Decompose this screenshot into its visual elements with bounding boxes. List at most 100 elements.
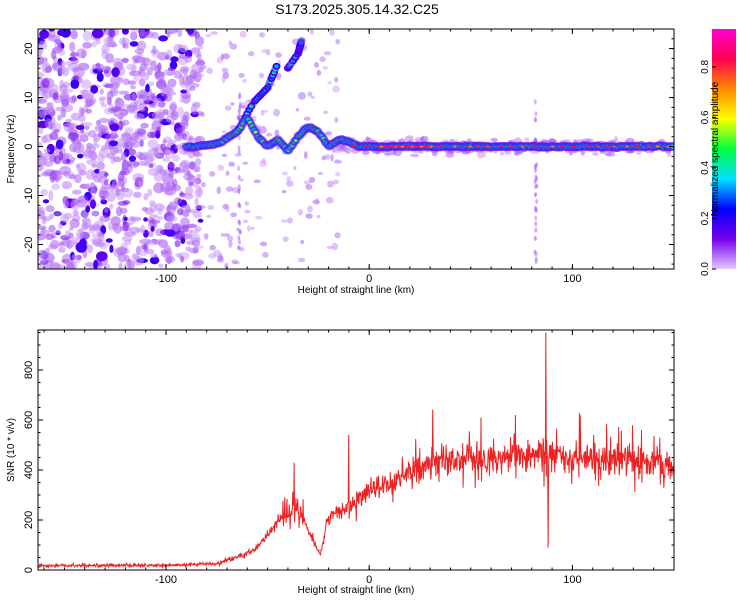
noise-cell [307, 91, 313, 97]
noise-cell [533, 99, 537, 105]
noise-cell [237, 235, 241, 241]
noise-cell [87, 149, 93, 158]
noise-cell [150, 226, 155, 232]
noise-cell [237, 165, 241, 171]
noise-cell [180, 125, 185, 135]
ridge-core-cell [625, 145, 629, 148]
noise-cell [209, 171, 216, 177]
noise-cell [68, 237, 80, 245]
noise-cell [58, 241, 64, 247]
noise-cell [91, 41, 97, 48]
noise-cell [49, 131, 59, 141]
noise-cell [194, 197, 199, 206]
noise-cell [105, 53, 114, 64]
noise-cell [194, 137, 201, 141]
noise-cell [53, 155, 62, 165]
noise-cell [149, 214, 159, 219]
noise-cell [90, 85, 99, 94]
noise-cell [266, 132, 273, 137]
noise-cell [194, 187, 203, 199]
noise-cell [228, 240, 233, 248]
noise-cell [255, 215, 263, 220]
noise-cell [297, 209, 303, 216]
noise-cell [238, 73, 245, 78]
noise-cell [217, 164, 225, 171]
noise-cell [96, 161, 105, 171]
colorbar-tick-label: 0.6 [700, 110, 711, 124]
noise-cell [198, 66, 205, 73]
spectrogram-y-tick-label: -10 [23, 188, 35, 204]
noise-cell [42, 216, 52, 222]
noise-cell [131, 140, 141, 148]
noise-cell [108, 29, 116, 38]
noise-cell [499, 151, 505, 156]
noise-cell [316, 69, 322, 76]
noise-cell [79, 238, 87, 247]
noise-cell [130, 85, 136, 90]
colorbar-tick-label: 0.8 [700, 60, 711, 74]
noise-cell [127, 160, 132, 168]
noise-cell [119, 207, 128, 214]
noise-cell [59, 79, 64, 89]
noise-cell [129, 155, 136, 162]
noise-cell [123, 262, 136, 269]
noise-cell [82, 30, 93, 42]
noise-cell [178, 44, 189, 53]
noise-cell [324, 154, 331, 160]
noise-cell [226, 235, 234, 242]
ridge-core-cell [485, 145, 490, 148]
noise-cell [61, 181, 72, 190]
noise-cell [177, 168, 186, 174]
noise-cell [97, 231, 105, 242]
noise-cell [155, 228, 165, 237]
noise-cell [185, 84, 192, 93]
noise-cell [147, 81, 155, 87]
noise-cell [52, 92, 59, 101]
noise-cell [535, 199, 539, 204]
noise-cell [61, 67, 70, 77]
noise-cell [151, 239, 164, 245]
noise-cell [237, 189, 241, 194]
noise-cell [136, 40, 147, 51]
noise-cell [240, 105, 247, 109]
noise-cell [237, 149, 241, 155]
noise-cell [307, 205, 313, 213]
noise-cell [122, 78, 130, 85]
noise-cell [222, 53, 230, 60]
snr-x-tick-label: 0 [366, 574, 372, 586]
noise-cell [118, 262, 123, 269]
spectrogram-frame [37, 28, 675, 270]
noise-cell [192, 259, 205, 266]
noise-cell [98, 148, 110, 159]
noise-cell [103, 172, 109, 177]
noise-cell [216, 186, 221, 195]
noise-cell [137, 135, 147, 141]
noise-cell [47, 101, 55, 113]
noise-cell [196, 152, 203, 157]
noise-cell [209, 244, 216, 251]
noise-cell [38, 40, 48, 51]
noise-cell [99, 192, 107, 199]
noise-cell [82, 91, 95, 100]
noise-cell [210, 31, 218, 35]
noise-cell [109, 244, 114, 253]
noise-cell [177, 29, 183, 37]
noise-cell [143, 217, 148, 222]
noise-cell [187, 135, 194, 141]
noise-cell [535, 207, 538, 213]
noise-cell [156, 126, 161, 135]
noise-cell [259, 241, 268, 247]
noise-cell [70, 57, 79, 65]
noise-cell [303, 116, 311, 121]
noise-cell [282, 236, 289, 243]
noise-cell [120, 151, 127, 162]
noise-cell [329, 29, 335, 36]
noise-cell [96, 63, 105, 72]
noise-cell [165, 115, 176, 123]
noise-cell [319, 56, 326, 62]
snr-y-tick-label: 600 [23, 411, 35, 429]
noise-cell [160, 85, 166, 97]
noise-cell [147, 139, 159, 149]
noise-cell [151, 111, 161, 120]
spectrogram-x-tick-label: 100 [563, 273, 581, 285]
